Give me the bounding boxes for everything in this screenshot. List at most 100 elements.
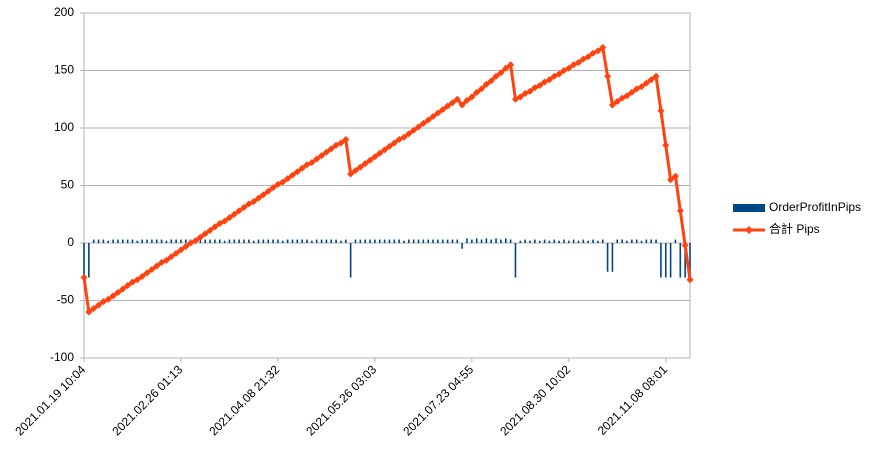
bar [577, 240, 580, 243]
marker [351, 167, 359, 175]
bar [311, 240, 313, 243]
bar [374, 239, 376, 243]
marker [589, 49, 597, 57]
y-tick-label: 100 [54, 120, 74, 134]
marker [638, 83, 646, 91]
bar [165, 240, 168, 243]
bar [543, 239, 546, 243]
marker [376, 149, 384, 157]
bar [151, 239, 153, 243]
bar [631, 239, 633, 243]
marker [545, 76, 553, 84]
marker [458, 101, 466, 109]
bar [403, 240, 405, 243]
bar [432, 239, 434, 243]
marker [579, 55, 587, 63]
bar [490, 239, 493, 243]
marker [555, 70, 563, 78]
plot-border [83, 12, 691, 359]
bar [572, 239, 575, 243]
marker [594, 47, 602, 55]
marker [255, 194, 263, 202]
bar [112, 239, 114, 243]
marker [192, 237, 200, 245]
marker [230, 210, 238, 218]
marker [361, 160, 369, 168]
marker [279, 178, 287, 186]
marker [187, 239, 195, 247]
bar [306, 239, 308, 243]
marker [318, 152, 326, 160]
bar [267, 239, 270, 243]
bar [117, 239, 119, 243]
bar [121, 239, 124, 243]
bar [538, 240, 541, 243]
bar [383, 239, 386, 243]
bar [485, 238, 488, 243]
marker [444, 102, 452, 110]
bar [243, 239, 245, 243]
bar [364, 239, 366, 243]
marker [415, 123, 423, 131]
marker [235, 207, 243, 215]
bar [441, 239, 444, 243]
bar [480, 239, 483, 243]
bar [466, 238, 468, 243]
bar [645, 239, 648, 243]
marker [138, 272, 146, 280]
marker [657, 107, 665, 115]
marker [225, 214, 233, 222]
bar [359, 239, 362, 243]
bar [369, 239, 371, 243]
marker [347, 170, 355, 178]
marker [371, 153, 379, 161]
marker [599, 44, 607, 51]
marker [128, 278, 136, 286]
marker [293, 168, 301, 176]
marker [671, 172, 679, 180]
marker [604, 72, 612, 80]
bar [199, 239, 202, 243]
marker [158, 259, 166, 267]
marker [269, 184, 277, 192]
marker [80, 274, 88, 281]
bar [378, 239, 381, 243]
marker [221, 217, 229, 225]
marker [652, 72, 660, 80]
bar [684, 243, 686, 278]
bar [107, 240, 110, 243]
marker [332, 141, 340, 149]
marker [162, 256, 170, 264]
marker [99, 298, 107, 306]
marker [521, 90, 529, 97]
bar [635, 239, 638, 243]
marker [560, 67, 568, 74]
marker [196, 233, 204, 241]
bar [534, 239, 536, 243]
bar [291, 239, 294, 243]
marker [342, 136, 350, 143]
bar [252, 240, 255, 243]
bar [660, 243, 662, 278]
y-tick-label: 50 [61, 178, 75, 192]
marker [541, 78, 549, 86]
marker [322, 148, 330, 156]
marker [565, 64, 573, 72]
bar [262, 239, 265, 243]
marker [390, 139, 398, 147]
bar [286, 239, 289, 243]
bar [248, 239, 250, 243]
bar [238, 239, 240, 243]
marker [405, 130, 413, 138]
bar [92, 239, 95, 243]
marker [478, 85, 486, 93]
bar [509, 239, 512, 243]
bar [126, 239, 129, 243]
bar [209, 239, 211, 243]
marker [85, 308, 93, 316]
bar [568, 240, 570, 243]
marker [439, 106, 447, 114]
marker [574, 58, 582, 66]
bar [102, 239, 105, 243]
